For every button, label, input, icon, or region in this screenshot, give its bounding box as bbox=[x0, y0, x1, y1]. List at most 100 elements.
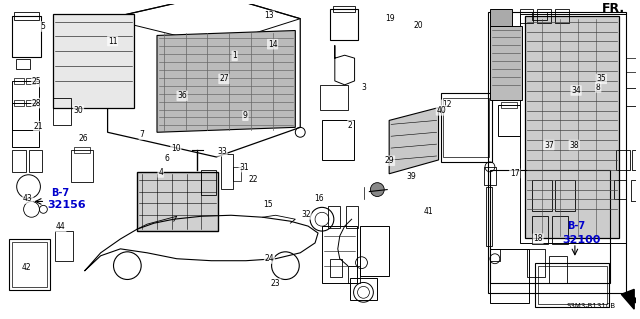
Bar bbox=[520, 9, 533, 23]
Text: 27: 27 bbox=[219, 74, 228, 83]
Text: 30: 30 bbox=[74, 106, 83, 115]
Bar bbox=[53, 98, 71, 125]
Text: 32100: 32100 bbox=[562, 235, 600, 245]
Bar bbox=[330, 259, 342, 277]
Bar bbox=[486, 187, 492, 246]
Bar bbox=[333, 6, 355, 12]
Text: 33: 33 bbox=[217, 147, 227, 156]
Text: 34: 34 bbox=[572, 86, 581, 95]
Text: 43: 43 bbox=[23, 194, 33, 203]
Text: 13: 13 bbox=[264, 11, 274, 20]
Bar bbox=[444, 98, 489, 157]
Bar bbox=[360, 226, 389, 276]
Text: 8: 8 bbox=[596, 83, 600, 92]
Bar bbox=[328, 206, 340, 228]
Bar bbox=[26, 100, 35, 106]
Text: 36: 36 bbox=[177, 91, 187, 100]
Text: 1: 1 bbox=[232, 51, 237, 60]
Text: 29: 29 bbox=[385, 156, 394, 165]
Text: 31: 31 bbox=[239, 163, 249, 172]
Bar bbox=[29, 150, 42, 172]
Text: 7: 7 bbox=[140, 130, 144, 139]
Bar bbox=[71, 150, 93, 182]
Bar bbox=[490, 249, 529, 303]
Polygon shape bbox=[157, 31, 295, 132]
Bar bbox=[13, 12, 40, 20]
Text: 32156: 32156 bbox=[47, 200, 86, 210]
Bar bbox=[348, 266, 360, 284]
Bar bbox=[490, 170, 611, 284]
Bar bbox=[53, 14, 134, 108]
Text: 23: 23 bbox=[271, 279, 280, 288]
Text: 11: 11 bbox=[108, 37, 117, 46]
Bar bbox=[555, 9, 569, 23]
Text: 6: 6 bbox=[164, 154, 170, 163]
Text: 9: 9 bbox=[243, 111, 248, 120]
Bar bbox=[55, 231, 73, 261]
Text: 42: 42 bbox=[21, 263, 31, 272]
Text: 39: 39 bbox=[407, 172, 417, 181]
Bar bbox=[527, 249, 545, 277]
Polygon shape bbox=[621, 289, 640, 311]
Text: 24: 24 bbox=[264, 254, 274, 263]
Bar bbox=[440, 93, 492, 162]
Bar bbox=[322, 120, 353, 160]
Bar bbox=[330, 9, 358, 41]
Bar bbox=[536, 263, 609, 307]
Bar bbox=[488, 12, 627, 293]
Text: 38: 38 bbox=[570, 141, 579, 150]
Text: 5: 5 bbox=[40, 22, 45, 31]
Text: 10: 10 bbox=[171, 144, 180, 153]
Bar bbox=[632, 150, 640, 170]
Text: 21: 21 bbox=[34, 122, 44, 130]
Text: 14: 14 bbox=[268, 40, 277, 49]
Bar bbox=[12, 242, 47, 287]
Bar bbox=[520, 14, 627, 243]
Text: 37: 37 bbox=[544, 141, 554, 150]
Text: 25: 25 bbox=[32, 78, 42, 86]
Text: 2: 2 bbox=[348, 121, 353, 130]
Text: 16: 16 bbox=[314, 194, 324, 203]
Bar bbox=[322, 226, 356, 284]
Bar bbox=[484, 167, 496, 185]
Text: 3: 3 bbox=[362, 83, 367, 92]
Bar bbox=[202, 170, 216, 195]
Text: 44: 44 bbox=[56, 222, 66, 232]
Bar bbox=[320, 85, 348, 109]
Bar bbox=[12, 16, 42, 57]
Bar bbox=[233, 167, 241, 181]
Bar bbox=[538, 266, 607, 304]
Bar bbox=[12, 81, 40, 130]
Bar bbox=[498, 105, 520, 136]
Text: 41: 41 bbox=[424, 207, 433, 216]
Text: B-7: B-7 bbox=[51, 189, 69, 198]
Bar bbox=[490, 249, 500, 261]
Bar bbox=[614, 180, 627, 199]
Text: 17: 17 bbox=[510, 169, 520, 178]
Circle shape bbox=[371, 183, 384, 197]
Bar bbox=[346, 206, 358, 228]
Bar bbox=[12, 150, 26, 172]
Text: 22: 22 bbox=[249, 175, 259, 184]
Bar bbox=[490, 26, 522, 100]
Text: 32: 32 bbox=[301, 210, 311, 219]
Polygon shape bbox=[389, 108, 438, 174]
Text: 20: 20 bbox=[413, 21, 423, 30]
Bar bbox=[627, 88, 640, 106]
Bar bbox=[500, 102, 516, 108]
Text: B-7: B-7 bbox=[567, 221, 585, 231]
Text: 15: 15 bbox=[263, 200, 273, 209]
Text: 35: 35 bbox=[596, 74, 606, 83]
Bar bbox=[16, 59, 29, 69]
Text: S3M3-B1310B: S3M3-B1310B bbox=[567, 303, 616, 309]
Text: 19: 19 bbox=[385, 13, 394, 23]
Bar bbox=[552, 216, 568, 244]
Bar bbox=[532, 12, 547, 20]
Bar bbox=[532, 180, 552, 211]
Bar bbox=[349, 278, 378, 300]
Text: 18: 18 bbox=[533, 234, 543, 243]
Bar bbox=[525, 16, 620, 238]
Bar bbox=[631, 180, 640, 201]
Bar bbox=[74, 147, 90, 153]
Bar bbox=[555, 180, 575, 211]
